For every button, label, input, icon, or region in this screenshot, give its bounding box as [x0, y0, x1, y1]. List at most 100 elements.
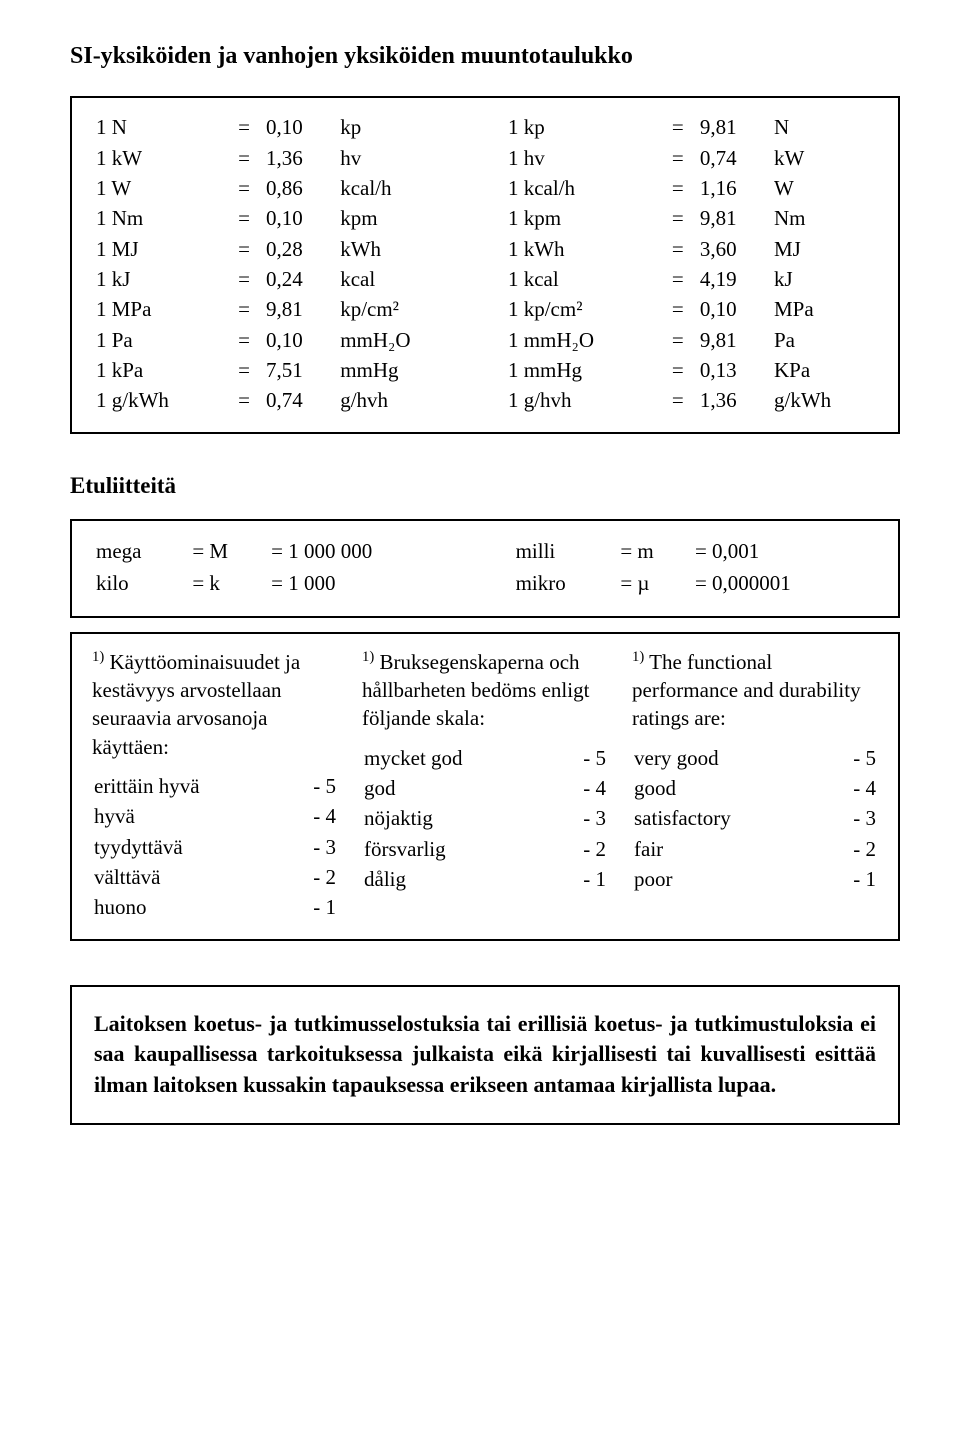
cell: =: [226, 143, 262, 173]
rating-item: satisfactory- 3: [632, 803, 878, 833]
rating-item: very good- 5: [632, 743, 878, 773]
cell: =: [660, 294, 696, 324]
cell: mikro: [512, 567, 617, 599]
cell: kilo: [92, 567, 188, 599]
ratings-intro: 1) Bruksegenskaperna och hållbarheten be…: [362, 648, 608, 733]
ratings-column: 1) Bruksegenskaperna och hållbarheten be…: [362, 648, 608, 923]
cell: =: [660, 143, 696, 173]
rating-item: dålig- 1: [362, 864, 608, 894]
rating-item: hyvä- 4: [92, 801, 338, 831]
prefixes-title: Etuliitteitä: [70, 470, 900, 501]
rating-label: poor: [632, 864, 840, 894]
rating-label: god: [362, 773, 570, 803]
cell: =: [660, 173, 696, 203]
cell: W: [770, 173, 878, 203]
ratings-list: erittäin hyvä- 5hyvä- 4tyydyttävä- 3vält…: [92, 771, 338, 923]
rating-score: - 3: [840, 803, 878, 833]
cell: =: [226, 355, 262, 385]
cell: hv: [336, 143, 466, 173]
cell: Pa: [770, 325, 878, 355]
cell: = 0,000001: [691, 567, 878, 599]
cell: =: [660, 264, 696, 294]
prefixes-box: mega= M= 1 000 000milli= m= 0,001kilo= k…: [70, 519, 900, 618]
unit-row: 1 W=0,86kcal/h1 kcal/h=1,16W: [92, 173, 878, 203]
unit-row: 1 MJ=0,28kWh1 kWh=3,60MJ: [92, 234, 878, 264]
cell: =: [226, 325, 262, 355]
rating-score: - 3: [300, 832, 338, 862]
cell: 1 hv: [504, 143, 660, 173]
rating-label: fair: [632, 834, 840, 864]
cell: 1 Nm: [92, 203, 226, 233]
cell: 9,81: [696, 112, 770, 142]
rating-item: nöjaktig- 3: [362, 803, 608, 833]
cell: kJ: [770, 264, 878, 294]
cell: 4,19: [696, 264, 770, 294]
cell: 1 N: [92, 112, 226, 142]
rating-score: - 5: [840, 743, 878, 773]
unit-conversion-table: 1 N=0,10kp1 kp=9,81N1 kW=1,36hv1 hv=0,74…: [92, 112, 878, 415]
cell: 9,81: [696, 325, 770, 355]
unit-conversion-box: 1 N=0,10kp1 kp=9,81N1 kW=1,36hv1 hv=0,74…: [70, 96, 900, 433]
cell: 0,24: [262, 264, 336, 294]
cell: kW: [770, 143, 878, 173]
rating-score: - 5: [300, 771, 338, 801]
cell: 1 kp: [504, 112, 660, 142]
cell: =: [660, 325, 696, 355]
ratings-column: 1) Käyttöominaisuudet ja kestävyys arvos…: [92, 648, 338, 923]
rating-score: - 2: [570, 834, 608, 864]
rating-label: mycket god: [362, 743, 570, 773]
ratings-box: 1) Käyttöominaisuudet ja kestävyys arvos…: [70, 632, 900, 941]
rating-score: - 3: [570, 803, 608, 833]
cell: =: [226, 294, 262, 324]
cell: 1 MPa: [92, 294, 226, 324]
cell: =: [226, 173, 262, 203]
rating-item: försvarlig- 2: [362, 834, 608, 864]
cell: 1 g/kWh: [92, 385, 226, 415]
cell: = M: [188, 535, 267, 567]
rating-item: good- 4: [632, 773, 878, 803]
cell: =: [226, 264, 262, 294]
cell: 9,81: [262, 294, 336, 324]
unit-row: 1 kPa=7,51mmHg1 mmHg=0,13KPa: [92, 355, 878, 385]
cell: 1 kp/cm²: [504, 294, 660, 324]
cell: 0,10: [262, 112, 336, 142]
unit-row: 1 N=0,10kp1 kp=9,81N: [92, 112, 878, 142]
cell: KPa: [770, 355, 878, 385]
ratings-list: very good- 5good- 4satisfactory- 3fair- …: [632, 743, 878, 895]
rating-item: poor- 1: [632, 864, 878, 894]
rating-score: - 1: [300, 892, 338, 922]
cell: 0,74: [262, 385, 336, 415]
rating-score: - 4: [300, 801, 338, 831]
cell: = 0,001: [691, 535, 878, 567]
cell: kcal/h: [336, 173, 466, 203]
prefix-row: kilo= k= 1 000mikro= µ= 0,000001: [92, 567, 878, 599]
rating-label: hyvä: [92, 801, 300, 831]
unit-row: 1 Pa=0,10mmH₂O1 mmH₂O=9,81Pa: [92, 325, 878, 355]
prefixes-table: mega= M= 1 000 000milli= m= 0,001kilo= k…: [92, 535, 878, 600]
rating-item: tyydyttävä- 3: [92, 832, 338, 862]
ratings-list: mycket god- 5god- 4nöjaktig- 3försvarlig…: [362, 743, 608, 895]
cell: 1 g/hvh: [504, 385, 660, 415]
cell: = µ: [616, 567, 691, 599]
rating-label: välttävä: [92, 862, 300, 892]
rating-item: välttävä- 2: [92, 862, 338, 892]
cell: 0,13: [696, 355, 770, 385]
cell: =: [660, 203, 696, 233]
cell: 0,74: [696, 143, 770, 173]
cell: kp: [336, 112, 466, 142]
cell: 1 Pa: [92, 325, 226, 355]
legal-notice: Laitoksen koetus- ja tutkimusselostuksia…: [70, 985, 900, 1125]
cell: 1,36: [696, 385, 770, 415]
ratings-intro: 1) Käyttöominaisuudet ja kestävyys arvos…: [92, 648, 338, 761]
cell: kpm: [336, 203, 466, 233]
cell: 1,16: [696, 173, 770, 203]
cell: =: [226, 112, 262, 142]
cell: 3,60: [696, 234, 770, 264]
unit-row: 1 MPa=9,81kp/cm²1 kp/cm²=0,10MPa: [92, 294, 878, 324]
cell: kp/cm²: [336, 294, 466, 324]
cell: =: [226, 385, 262, 415]
rating-label: very good: [632, 743, 840, 773]
rating-label: erittäin hyvä: [92, 771, 300, 801]
cell: 1,36: [262, 143, 336, 173]
cell: MPa: [770, 294, 878, 324]
